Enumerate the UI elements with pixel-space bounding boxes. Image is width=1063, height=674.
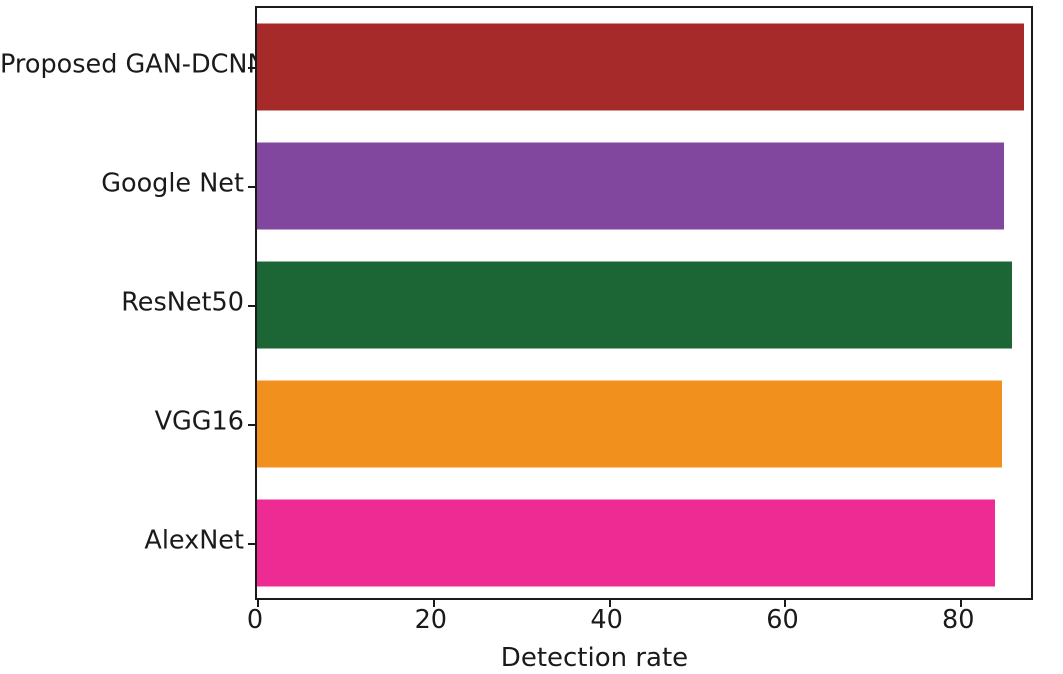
y-tick-label: Proposed GAN-DCNN: [0, 49, 267, 80]
x-tick-mark: [432, 598, 435, 607]
x-axis-tick-label-row: 0 20 40 60 80: [0, 605, 1063, 648]
bar: [257, 380, 1002, 468]
y-tick-label: ResNet50: [121, 287, 244, 318]
x-tick-mark: [257, 598, 259, 607]
y-tick-mark: [248, 186, 257, 189]
y-tick-label: VGG16: [154, 406, 244, 437]
bar: [257, 142, 1005, 230]
x-tick-label: 40: [590, 605, 623, 635]
x-tick-label: 60: [766, 605, 799, 635]
x-axis-title: Detection rate: [0, 645, 1063, 671]
y-tick-mark: [248, 305, 257, 307]
y-axis-tick-labels: Proposed GAN-DCNN Google Net ResNet50 VGG16…: [0, 0, 267, 674]
bar: [257, 499, 995, 587]
bar: [257, 23, 1024, 111]
x-tick-mark: [960, 598, 963, 607]
x-tick-label: 80: [942, 605, 975, 635]
y-tick-mark: [248, 67, 257, 70]
bar: [257, 261, 1013, 349]
plot-area: [248, 6, 1033, 607]
y-tick-mark: [248, 423, 257, 426]
x-tick-mark: [784, 598, 787, 607]
y-tick-label: Google Net: [101, 168, 244, 199]
y-tick-label: AlexNet: [144, 524, 244, 555]
x-axis-title-text: Detection rate: [500, 643, 689, 673]
x-tick-mark: [608, 598, 611, 607]
y-tick-mark: [248, 542, 257, 545]
x-tick-label: 20: [414, 605, 448, 635]
x-tick-label: 0: [246, 605, 264, 635]
